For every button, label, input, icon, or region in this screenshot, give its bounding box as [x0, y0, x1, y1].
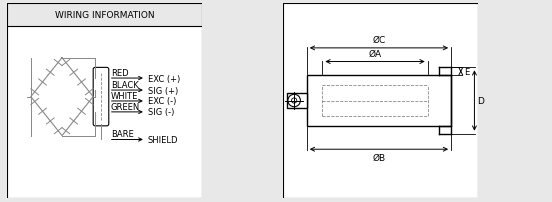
- Text: WIRING INFORMATION: WIRING INFORMATION: [55, 11, 155, 20]
- Text: ØB: ØB: [373, 153, 385, 162]
- Bar: [7, 4, 203, 27]
- Text: EXC (+): EXC (+): [148, 74, 180, 83]
- Text: BARE: BARE: [111, 129, 134, 138]
- Text: EXC (-): EXC (-): [148, 97, 176, 106]
- Text: SIG (-): SIG (-): [148, 108, 174, 117]
- Text: ØC: ØC: [372, 36, 385, 45]
- Text: ØA: ØA: [369, 49, 381, 58]
- Bar: [288, 93, 307, 109]
- Text: BLACK: BLACK: [111, 80, 139, 89]
- Bar: [307, 76, 451, 126]
- Circle shape: [288, 95, 300, 107]
- Text: E: E: [464, 67, 469, 76]
- Text: GREEN: GREEN: [111, 102, 140, 111]
- Text: SHIELD: SHIELD: [148, 135, 178, 144]
- Text: D: D: [477, 97, 484, 105]
- Circle shape: [291, 98, 297, 104]
- Text: RED: RED: [111, 68, 129, 77]
- Text: WHITE: WHITE: [111, 91, 138, 100]
- FancyBboxPatch shape: [93, 68, 109, 126]
- Text: SIG (+): SIG (+): [148, 86, 178, 95]
